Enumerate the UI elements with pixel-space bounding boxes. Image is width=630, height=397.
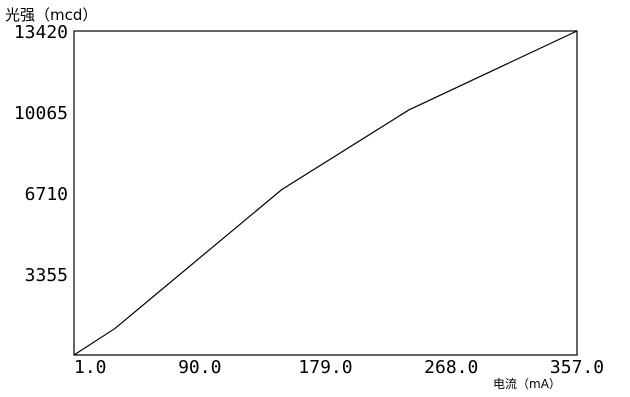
plot-frame — [73, 30, 578, 356]
y-axis-label: 光强（mcd） — [5, 6, 97, 24]
x-tick-label: 90.0 — [178, 357, 221, 378]
x-tick-label: 268.0 — [424, 357, 478, 378]
y-tick-label: 6710 — [25, 184, 68, 205]
series-line — [73, 30, 578, 356]
y-tick-label: 3355 — [25, 265, 68, 286]
x-axis-label: 电流（mA） — [493, 377, 561, 391]
x-tick-label: 357.0 — [550, 357, 604, 378]
y-tick-label: 10065 — [14, 103, 68, 124]
y-tick-label: 13420 — [14, 22, 68, 43]
x-tick-label: 1.0 — [74, 357, 107, 378]
x-tick-label: 179.0 — [298, 357, 352, 378]
